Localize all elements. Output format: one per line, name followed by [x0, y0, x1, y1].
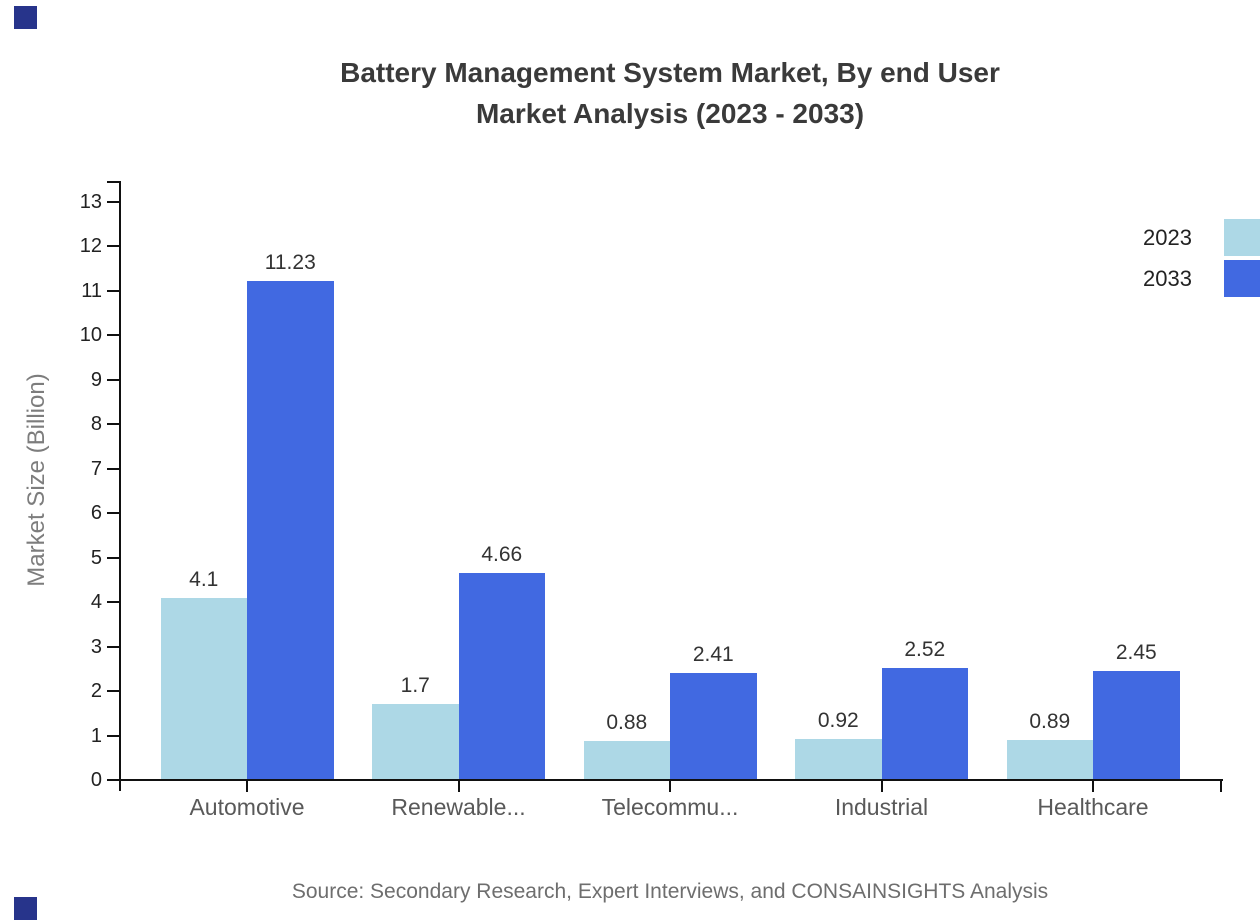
- x-axis-label: Renewable...: [391, 794, 526, 820]
- y-tick-label: 5: [90, 546, 102, 569]
- y-tick-label: 0: [90, 769, 102, 791]
- y-tick: [107, 423, 121, 426]
- y-tick: [107, 245, 121, 248]
- legend-item-2023: 2023: [1060, 219, 1260, 256]
- y-tick: [107, 201, 121, 203]
- x-tick: [669, 780, 671, 792]
- x-axis-line: [119, 779, 1223, 781]
- y-tick: [107, 601, 121, 604]
- bar-2033-Automotive: [247, 280, 334, 780]
- x-tick: [457, 780, 460, 792]
- bar-2033-Telecommu...: [670, 672, 757, 780]
- y-tick-label: 2: [90, 680, 102, 703]
- y-tick: [107, 334, 121, 337]
- x-tick: [1092, 780, 1094, 792]
- legend-swatch-2023: [1224, 219, 1260, 256]
- y-tick-label: 12: [79, 235, 102, 258]
- corner-accent-bottom-left: [14, 897, 37, 920]
- y-tick: [107, 289, 121, 292]
- y-tick-label: 4: [90, 591, 102, 614]
- legend-label-2023: 2023: [1143, 225, 1192, 250]
- bar-2033-Renewable...: [458, 572, 545, 780]
- source-note: Source: Secondary Research, Expert Inter…: [291, 880, 1049, 903]
- y-tick-label: 7: [90, 457, 102, 480]
- y-tick: [107, 556, 121, 559]
- y-tick: [107, 734, 121, 737]
- bar-2023-Industrial: [795, 739, 882, 780]
- y-tick-label: 10: [79, 324, 102, 347]
- y-tick: [107, 512, 121, 515]
- legend-label-2033: 2033: [1143, 266, 1192, 291]
- y-axis-top-cap: [107, 181, 121, 183]
- y-tick: [107, 779, 121, 781]
- y-tick: [107, 645, 121, 648]
- legend-swatch-2033: [1224, 260, 1260, 297]
- y-axis-line: [119, 181, 121, 791]
- bar-value-label: 0.88: [606, 710, 648, 734]
- corner-accent-top-left: [14, 6, 37, 29]
- bar-2023-Automotive: [160, 597, 247, 780]
- x-axis-label: Healthcare: [1037, 794, 1149, 820]
- bar-value-label: 2.45: [1115, 641, 1157, 665]
- y-tick-label: 3: [90, 635, 102, 658]
- bar-value-label: 11.23: [264, 250, 316, 274]
- y-tick: [107, 378, 121, 381]
- y-tick-label: 9: [90, 368, 102, 391]
- bar-value-label: 0.92: [817, 709, 859, 733]
- y-tick-label: 13: [79, 191, 102, 213]
- chart-title-line2: Market Analysis (2023 - 2033): [475, 98, 865, 129]
- x-tick: [246, 780, 248, 792]
- bar-2033-Industrial: [881, 667, 968, 780]
- bar-2023-Renewable...: [372, 704, 459, 780]
- x-tick: [880, 780, 883, 792]
- x-axis-label: Industrial: [834, 794, 929, 820]
- y-tick-label: 6: [90, 502, 102, 525]
- legend-item-2033: 2033: [1060, 260, 1260, 297]
- bar-2033-Healthcare: [1093, 671, 1180, 780]
- bar-value-label: 4.1: [189, 567, 219, 591]
- y-tick: [107, 690, 121, 693]
- bar-value-label: 2.52: [904, 637, 946, 661]
- chart-title: Battery Management System Market, By end…: [80, 52, 1260, 134]
- x-axis-label: Automotive: [189, 794, 305, 820]
- y-tick: [107, 467, 121, 470]
- bar-2023-Telecommu...: [583, 740, 670, 780]
- bar-value-label: 0.89: [1029, 710, 1071, 734]
- y-tick-label: 1: [90, 724, 102, 747]
- x-axis-end-cap: [1220, 779, 1222, 792]
- y-tick-label: 8: [90, 413, 102, 436]
- bar-value-label: 1.7: [400, 674, 430, 698]
- x-axis-label: Telecommu...: [601, 794, 739, 820]
- y-tick-label: 11: [81, 279, 102, 302]
- bar-value-label: 4.66: [481, 542, 523, 566]
- bar-2023-Healthcare: [1006, 740, 1093, 780]
- chart-title-line1: Battery Management System Market, By end…: [340, 57, 1000, 88]
- bar-value-label: 2.41: [692, 642, 734, 666]
